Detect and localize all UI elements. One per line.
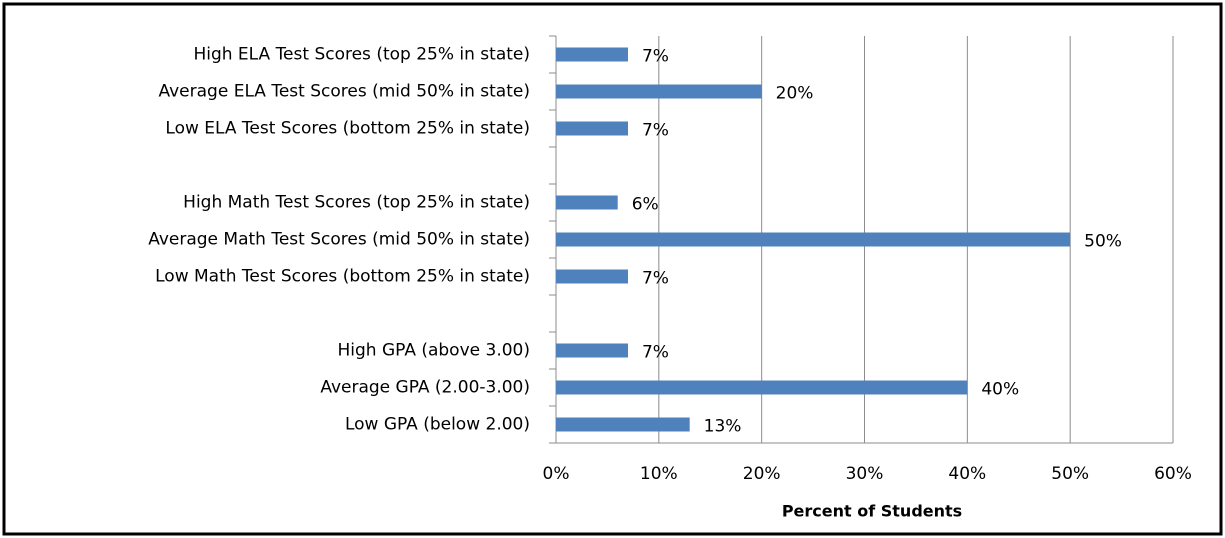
y-tick-label: High Math Test Scores (top 25% in state) (183, 193, 530, 213)
value-label: 7% (642, 47, 669, 67)
value-label: 6% (632, 195, 659, 215)
bar (556, 380, 968, 395)
y-tick-label: Low Math Test Scores (bottom 25% in stat… (155, 267, 530, 287)
x-axis-title: Percent of Students (782, 502, 962, 521)
x-tick-label: 60% (1154, 464, 1192, 484)
x-tick-label: 0% (543, 464, 570, 484)
value-label: 7% (642, 343, 669, 363)
bar (556, 195, 618, 210)
value-label: 40% (981, 380, 1019, 400)
y-tick-label: Average ELA Test Scores (mid 50% in stat… (158, 82, 530, 102)
bar (556, 343, 628, 358)
bar (556, 47, 628, 62)
x-tick-label: 10% (640, 464, 678, 484)
y-tick-label: High ELA Test Scores (top 25% in state) (193, 45, 530, 65)
bar (556, 417, 690, 432)
value-label: 7% (642, 269, 669, 289)
y-tick-label: High GPA (above 3.00) (338, 341, 531, 361)
value-label: 50% (1084, 232, 1122, 252)
bar (556, 121, 628, 136)
value-label: 7% (642, 121, 669, 141)
y-tick-label: Low GPA (below 2.00) (345, 415, 530, 435)
y-tick-label: Low ELA Test Scores (bottom 25% in state… (165, 119, 530, 139)
bar (556, 232, 1071, 247)
value-label: 13% (704, 417, 742, 437)
x-tick-label: 50% (1051, 464, 1089, 484)
bar (556, 269, 628, 284)
bar (556, 84, 762, 99)
x-tick-label: 40% (948, 464, 986, 484)
y-tick-label: Average Math Test Scores (mid 50% in sta… (148, 230, 530, 250)
x-tick-label: 20% (743, 464, 781, 484)
y-tick-label: Average GPA (2.00-3.00) (320, 378, 530, 398)
x-tick-label: 30% (846, 464, 884, 484)
value-label: 20% (776, 84, 814, 104)
